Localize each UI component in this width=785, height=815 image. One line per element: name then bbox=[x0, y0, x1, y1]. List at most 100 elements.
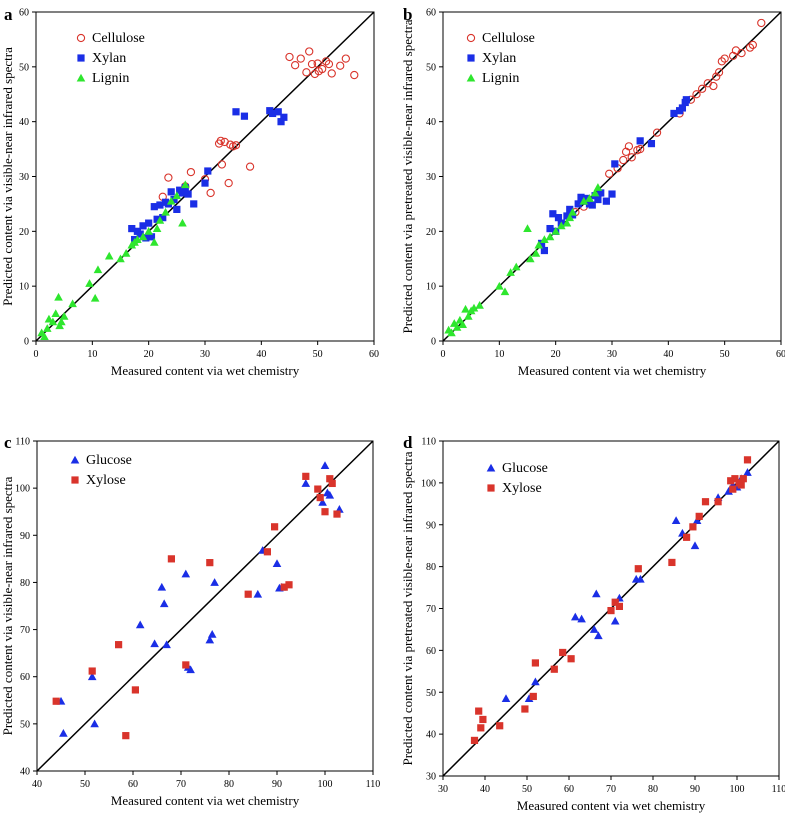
data-point bbox=[506, 268, 515, 276]
data-point bbox=[159, 214, 167, 222]
data-point bbox=[712, 72, 721, 81]
data-point bbox=[689, 523, 697, 531]
data-point bbox=[173, 205, 181, 213]
legend-marker-xylose bbox=[487, 484, 495, 492]
data-point bbox=[240, 112, 249, 120]
data-point bbox=[745, 43, 755, 52]
y-tick-label: 50 bbox=[426, 62, 436, 73]
data-point bbox=[93, 265, 103, 274]
legend-marker-lignin bbox=[466, 73, 476, 82]
data-point bbox=[447, 328, 456, 337]
data-point bbox=[652, 128, 662, 137]
panel-label: a bbox=[4, 5, 13, 24]
data-point bbox=[224, 178, 233, 188]
x-tick-label: 70 bbox=[606, 784, 616, 795]
data-point bbox=[594, 631, 603, 640]
data-point bbox=[690, 541, 700, 550]
data-point bbox=[167, 555, 175, 563]
data-point bbox=[589, 625, 599, 633]
data-point bbox=[593, 183, 603, 191]
x-tick-label: 40 bbox=[663, 349, 673, 360]
x-tick-label: 50 bbox=[522, 784, 532, 795]
x-tick-label: 20 bbox=[144, 349, 154, 360]
y-tick-label: 30 bbox=[426, 172, 436, 183]
data-point bbox=[155, 216, 165, 224]
legend-marker-glucose bbox=[486, 463, 496, 472]
data-point bbox=[619, 155, 628, 165]
legend-label-glucose: Glucose bbox=[86, 453, 132, 468]
y-tick-label: 40 bbox=[426, 730, 436, 741]
data-point bbox=[201, 179, 209, 187]
data-point bbox=[269, 109, 277, 118]
data-point bbox=[135, 620, 145, 629]
data-point bbox=[636, 144, 645, 154]
y-tick-label: 60 bbox=[426, 646, 436, 657]
data-point bbox=[210, 578, 219, 586]
data-point bbox=[464, 312, 473, 320]
legend-label-lignin: Lignin bbox=[92, 71, 129, 86]
data-point bbox=[184, 190, 192, 198]
series-xylose bbox=[470, 456, 752, 745]
data-point bbox=[147, 233, 156, 241]
data-point bbox=[647, 140, 656, 148]
y-tick-label: 40 bbox=[20, 767, 30, 778]
data-point bbox=[314, 485, 322, 493]
y-tick-label: 10 bbox=[19, 282, 29, 293]
data-point bbox=[327, 69, 336, 78]
data-point bbox=[577, 614, 586, 623]
data-point bbox=[565, 213, 575, 222]
data-point bbox=[605, 169, 614, 178]
data-point bbox=[318, 497, 327, 506]
data-point bbox=[302, 68, 311, 77]
x-tick-label: 80 bbox=[224, 779, 234, 790]
data-point bbox=[217, 160, 227, 169]
data-point bbox=[683, 533, 691, 541]
x-tick-label: 110 bbox=[772, 784, 785, 795]
data-point bbox=[695, 512, 703, 520]
y-tick-label: 0 bbox=[24, 337, 29, 348]
data-point bbox=[245, 162, 255, 171]
data-point bbox=[156, 201, 164, 209]
data-point bbox=[166, 196, 176, 205]
data-point bbox=[204, 167, 212, 175]
series-glucose bbox=[501, 468, 752, 702]
data-point bbox=[597, 189, 605, 197]
x-axis-title: Measured content via wet chemistry bbox=[111, 793, 300, 808]
data-point bbox=[167, 188, 175, 196]
x-tick-label: 30 bbox=[607, 349, 617, 360]
data-point bbox=[144, 227, 153, 235]
data-point bbox=[727, 477, 735, 485]
data-point bbox=[253, 589, 263, 598]
data-point bbox=[546, 224, 554, 233]
x-tick-label: 20 bbox=[551, 349, 561, 360]
series-xylan bbox=[128, 107, 288, 244]
data-point bbox=[328, 479, 336, 488]
data-point bbox=[469, 303, 479, 312]
data-point bbox=[272, 559, 282, 568]
data-point bbox=[458, 320, 468, 328]
x-tick-label: 60 bbox=[564, 784, 574, 795]
x-tick-label: 30 bbox=[200, 349, 210, 360]
series-cellulose bbox=[158, 47, 359, 201]
x-tick-label: 50 bbox=[313, 349, 323, 360]
x-tick-label: 40 bbox=[480, 784, 490, 795]
data-point bbox=[475, 301, 484, 309]
data-point bbox=[139, 222, 147, 230]
data-point bbox=[607, 606, 615, 615]
data-point bbox=[316, 493, 324, 502]
data-point bbox=[585, 194, 594, 202]
data-point bbox=[178, 218, 187, 227]
chart-panel-b: 0 10 20 30 40 50 60 0 10 20 30 40 50 60 Cellulose Xylan… bbox=[400, 5, 785, 378]
data-point bbox=[590, 188, 600, 197]
data-point bbox=[302, 472, 310, 480]
y-tick-label: 30 bbox=[19, 172, 29, 183]
x-tick-label: 100 bbox=[318, 779, 333, 790]
data-point bbox=[277, 118, 285, 126]
data-point bbox=[697, 84, 707, 93]
data-point bbox=[152, 224, 162, 233]
x-tick-label: 40 bbox=[32, 779, 42, 790]
y-axis-title: Predicted content via visible-near infra… bbox=[0, 47, 15, 306]
legend-marker-cellulose bbox=[76, 33, 86, 43]
x-tick-label: 60 bbox=[369, 349, 379, 360]
data-point bbox=[336, 61, 345, 70]
